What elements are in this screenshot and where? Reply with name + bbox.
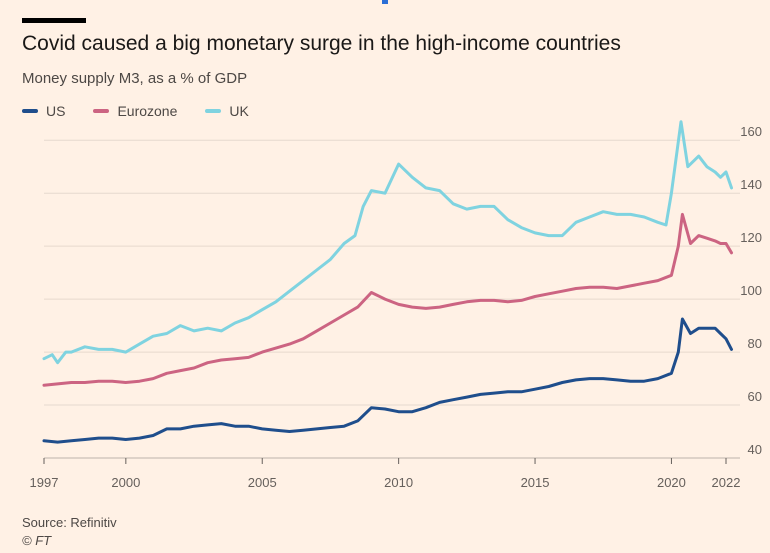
legend-item-eurozone: Eurozone [93,103,177,119]
legend-label-uk: UK [229,103,249,119]
chart-subtitle: Money supply M3, as a % of GDP [22,70,248,87]
legend-label-eurozone: Eurozone [117,103,178,119]
ft-credit: © FT [22,533,52,548]
legend-label-us: US [46,103,66,119]
legend-swatch-eurozone [93,109,110,113]
x-tick-label-2010: 2010 [384,475,413,490]
x-tick-label-2005: 2005 [248,475,277,490]
x-tick-label-2015: 2015 [521,475,550,490]
y-tick-label-80: 80 [748,336,762,351]
y-tick-label-140: 140 [740,177,762,192]
y-tick-label-160: 160 [740,124,762,139]
x-tick-label-2020: 2020 [657,475,686,490]
series-line-eurozone [42,212,733,387]
legend-item-uk: UK [205,103,249,119]
series-line-uk [42,120,733,365]
chart-title: Covid caused a big monetary surge in the… [22,32,621,55]
y-tick-label-40: 40 [748,442,762,457]
x-tick-label-2022: 2022 [712,475,741,490]
x-tick-label-1997: 1997 [30,475,59,490]
y-tick-label-120: 120 [740,230,762,245]
series-line-us [42,317,733,444]
y-tick-label-60: 60 [748,389,762,404]
ft-top-bar [22,18,86,23]
x-tick-label-2000: 2000 [111,475,140,490]
y-tick-label-100: 100 [740,283,762,298]
line-chart: 40 60 80 100 120 140 160 1997 2000 2005 2010 2015 20… [30,120,762,490]
source-note: Source: Refinitiv [22,515,117,530]
legend-item-us: US [22,103,65,119]
legend-swatch-uk [205,109,222,113]
legend-swatch-us [22,109,38,113]
top-marker [382,0,388,4]
legend: US Eurozone UK [22,103,249,119]
